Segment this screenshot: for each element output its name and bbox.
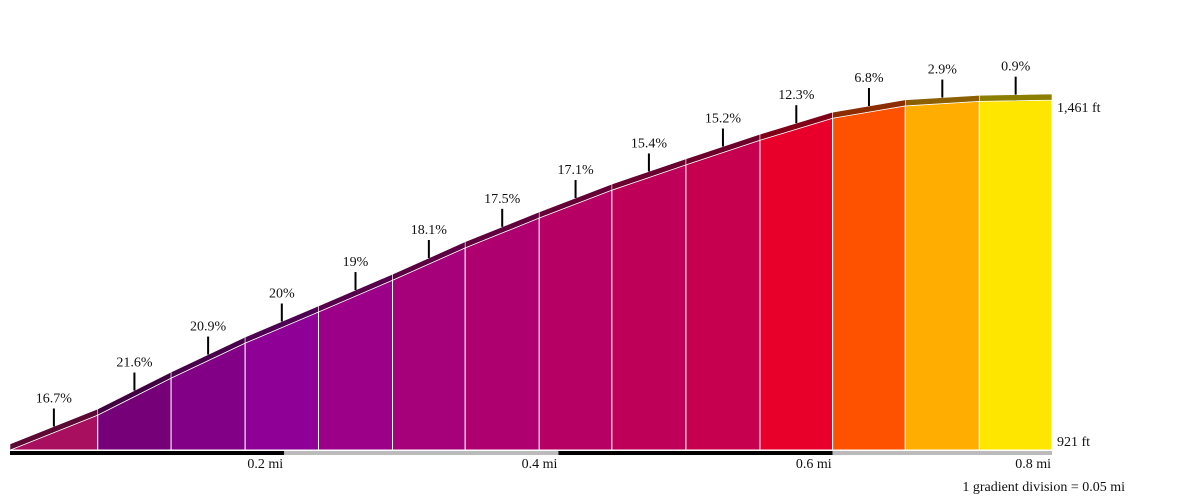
segment: [611, 164, 687, 451]
segment: [832, 105, 906, 451]
x-tick-label: 0.4 mi: [522, 457, 558, 472]
segment: [392, 247, 466, 451]
gradient-label: 20.9%: [190, 320, 227, 335]
gradient-label: 0.9%: [1001, 60, 1031, 75]
x-tick-label: 0.8 mi: [1015, 457, 1051, 472]
segment: [978, 99, 1053, 451]
segment: [685, 139, 761, 451]
segment: [759, 117, 834, 451]
gradient-label: 17.5%: [484, 192, 521, 207]
y-tick-label: 921 ft: [1057, 435, 1090, 450]
footer-note: 1 gradient division = 0.05 mi: [962, 480, 1125, 495]
segment-bevel: [979, 93, 1053, 102]
gradient-label: 19%: [343, 255, 369, 270]
gradient-label: 16.7%: [36, 392, 73, 407]
segment: [464, 217, 540, 451]
gradient-label: 21.6%: [116, 356, 153, 371]
y-tick-label: 1,461 ft: [1057, 101, 1101, 116]
x-tick-label: 0.2 mi: [247, 457, 283, 472]
gradient-label: 15.2%: [705, 112, 742, 127]
gradient-label: 18.1%: [411, 223, 448, 238]
gradient-label: 15.4%: [631, 136, 668, 151]
gradient-label: 6.8%: [854, 71, 884, 86]
x-tick-label: 0.6 mi: [796, 457, 832, 472]
segment: [538, 189, 613, 451]
gradient-label: 17.1%: [557, 163, 594, 178]
segment: [904, 100, 980, 451]
gradient-label: 2.9%: [928, 63, 958, 78]
gradient-label: 20%: [269, 287, 295, 302]
gradient-label: 12.3%: [778, 88, 815, 103]
